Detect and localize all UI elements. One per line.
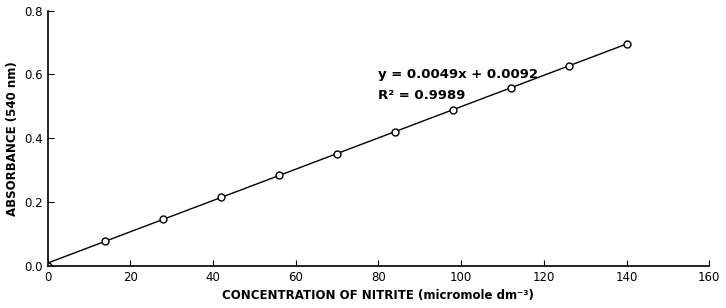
X-axis label: CONCENTRATION OF NITRITE (micromole dm⁻³): CONCENTRATION OF NITRITE (micromole dm⁻³… <box>222 290 534 302</box>
Y-axis label: ABSORBANCE (540 nm): ABSORBANCE (540 nm) <box>6 61 19 216</box>
Text: y = 0.0049x + 0.0092: y = 0.0049x + 0.0092 <box>378 68 539 81</box>
Text: R² = 0.9989: R² = 0.9989 <box>378 89 466 102</box>
